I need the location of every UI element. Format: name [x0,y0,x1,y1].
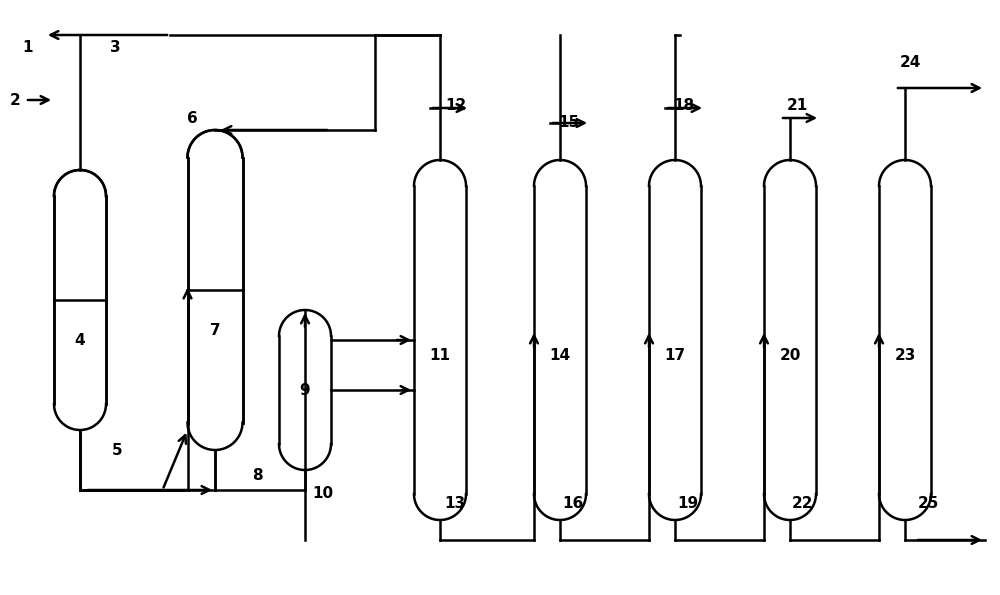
Bar [414,186,466,494]
Text: 9: 9 [300,383,310,397]
Text: 11: 11 [430,347,450,362]
Text: 19: 19 [677,496,698,511]
Text: 14: 14 [549,347,571,362]
Text: 15: 15 [558,114,579,130]
Text: 1: 1 [23,39,33,55]
Polygon shape [649,494,701,520]
Polygon shape [188,422,243,450]
Text: 2: 2 [9,92,20,108]
Text: 25: 25 [918,496,939,511]
Text: 5: 5 [112,443,123,458]
Text: 4: 4 [75,333,85,347]
Text: 16: 16 [562,496,583,511]
Bar [54,196,106,404]
Text: 6: 6 [187,111,198,126]
Text: 8: 8 [252,468,263,483]
Polygon shape [414,494,466,520]
Text: 12: 12 [445,98,466,112]
Text: 20: 20 [779,347,801,362]
Polygon shape [414,160,466,186]
Bar [188,158,243,290]
Polygon shape [54,404,106,430]
Bar [764,186,816,494]
Bar [188,158,243,422]
Text: 7: 7 [210,322,220,337]
Polygon shape [764,494,816,520]
Polygon shape [188,130,243,158]
Polygon shape [534,494,586,520]
Polygon shape [279,310,331,336]
Text: 3: 3 [110,39,121,55]
Text: 23: 23 [894,347,916,362]
Text: 17: 17 [664,347,686,362]
Text: 24: 24 [900,55,921,70]
Text: 10: 10 [312,486,333,500]
Text: 13: 13 [444,496,465,511]
Polygon shape [764,160,816,186]
Bar [534,186,586,494]
Polygon shape [534,160,586,186]
Bar [879,186,931,494]
Text: 22: 22 [792,496,813,511]
Bar [279,336,331,444]
Polygon shape [54,170,106,196]
Polygon shape [279,444,331,470]
Bar [649,186,701,494]
Polygon shape [649,160,701,186]
Bar [54,196,106,300]
Polygon shape [879,494,931,520]
Text: 21: 21 [787,98,808,112]
Text: 18: 18 [673,98,694,112]
Polygon shape [879,160,931,186]
